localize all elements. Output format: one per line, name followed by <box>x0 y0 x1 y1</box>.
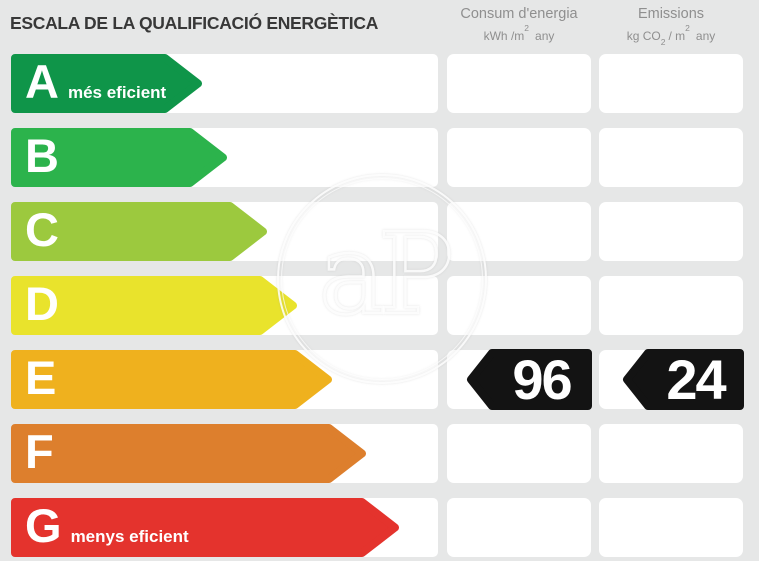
rating-arrow-text-a: A més eficient <box>11 54 203 113</box>
rating-letter-c: C <box>25 203 59 256</box>
page-title: ESCALA DE LA QUALIFICACIÓ ENERGÈTICA <box>10 13 379 33</box>
rating-arrow-a: A més eficient <box>11 54 203 113</box>
emissions-value-arrow: 24 <box>622 348 745 411</box>
rating-arrow-text-g: G menys eficient <box>11 498 400 557</box>
emissions-unit-sub: 2 <box>660 37 666 48</box>
emissions-unit-sup: 2 <box>685 23 690 33</box>
consum-cell-c <box>447 202 591 261</box>
consum-value: 96 <box>512 348 572 411</box>
rating-letter-d: D <box>25 277 59 330</box>
rating-row-c: C <box>0 202 759 261</box>
rating-arrow-text-f: F <box>11 424 367 483</box>
rating-arrow-b: B <box>11 128 228 187</box>
rating-row-d: D <box>0 276 759 335</box>
emissions-unit-any: any <box>695 29 716 43</box>
emissions-cell-d <box>599 276 743 335</box>
emissions-header-title: Emissions <box>637 6 705 22</box>
consum-unit-sup: 2 <box>524 23 530 33</box>
emissions-value: 24 <box>666 348 726 411</box>
rating-row-f: F <box>0 424 759 483</box>
rating-arrow-text-b: B <box>11 128 228 187</box>
emissions-unit-m: / m <box>668 29 686 43</box>
consum-unit-any: any <box>535 29 555 43</box>
consum-cell-f <box>447 424 591 483</box>
emissions-cell-a <box>599 54 743 113</box>
column-header-emissions: Emissions kg CO2/ m2any <box>599 6 743 48</box>
rating-row-g: G menys eficient <box>0 498 759 557</box>
rating-letter-b: B <box>25 129 59 182</box>
rating-arrow-g: G menys eficient <box>11 498 400 557</box>
consum-unit-text: kWh /m <box>483 29 525 43</box>
rating-letter-e: E <box>25 351 57 404</box>
emissions-unit-text: kg CO <box>626 29 661 43</box>
rating-label-g: menys eficient <box>70 527 189 546</box>
emissions-cell-e: 24 <box>599 348 745 411</box>
consum-cell-a <box>447 54 591 113</box>
column-header-consum: Consum d'energia kWh /m2 any <box>447 6 591 44</box>
emissions-header-unit: kg CO2/ m2any <box>599 23 743 48</box>
rating-arrow-c: C <box>11 202 268 261</box>
rating-row-e: 96 24 E <box>0 348 759 411</box>
rating-letter-a: A <box>25 55 59 108</box>
consum-header-unit: kWh /m2 any <box>447 23 591 44</box>
consum-cell-b <box>447 128 591 187</box>
rating-letter-g: G <box>25 499 62 552</box>
consum-cell-g <box>447 498 591 557</box>
emissions-cell-g <box>599 498 743 557</box>
rating-arrow-text-c: C <box>11 202 268 261</box>
emissions-cell-f <box>599 424 743 483</box>
emissions-cell-b <box>599 128 743 187</box>
consum-cell-e: 96 <box>447 348 593 411</box>
rating-rows: A més eficient B C <box>0 54 759 561</box>
rating-row-b: B <box>0 128 759 187</box>
consum-cell-d <box>447 276 591 335</box>
rating-arrow-f: F <box>11 424 367 483</box>
rating-arrow-d: D <box>11 276 298 335</box>
rating-row-a: A més eficient <box>0 54 759 113</box>
rating-letter-f: F <box>25 425 54 478</box>
emissions-cell-c <box>599 202 743 261</box>
rating-arrow-e: E <box>11 350 333 409</box>
rating-arrow-text-e: E <box>11 350 333 409</box>
consum-header-title: Consum d'energia <box>460 6 578 22</box>
rating-arrow-text-d: D <box>11 276 298 335</box>
consum-value-arrow: 96 <box>466 348 593 411</box>
rating-label-a: més eficient <box>67 83 167 102</box>
